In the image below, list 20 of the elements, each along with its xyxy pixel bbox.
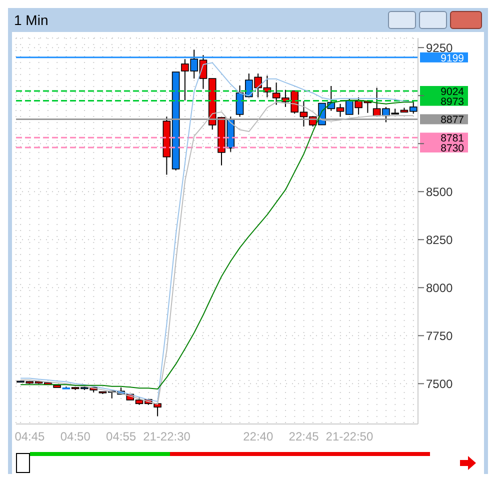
x-tick-label: 21-22:50 [326, 430, 374, 444]
y-tick-label: 8500 [426, 184, 454, 199]
chart-title: 1 Min [14, 12, 50, 28]
ref-line-label: 8730 [440, 142, 464, 154]
x-tick-label: 22:40 [243, 430, 274, 444]
x-tick-label: 04:55 [106, 430, 136, 444]
y-tick-label: 8250 [426, 232, 454, 247]
y-tick-label: 9250 [426, 40, 454, 55]
ref-line-label: 8877 [440, 114, 464, 126]
x-tick-label: 04:45 [14, 430, 46, 444]
y-tick-label: 7750 [426, 328, 454, 343]
ref-line-label: 8781 [440, 132, 464, 145]
x-tick-label: 21-22:30 [143, 430, 191, 444]
x-tick-label: 04:50 [60, 430, 91, 444]
ref-line-label: 9024 [440, 86, 464, 98]
ref-line-label: 9199 [440, 52, 464, 64]
ref-line-label: 8973 [440, 96, 464, 108]
y-tick-label: 8000 [426, 280, 454, 295]
y-tick-label: 7500 [426, 376, 454, 391]
x-tick-label: 22:45 [288, 430, 320, 444]
